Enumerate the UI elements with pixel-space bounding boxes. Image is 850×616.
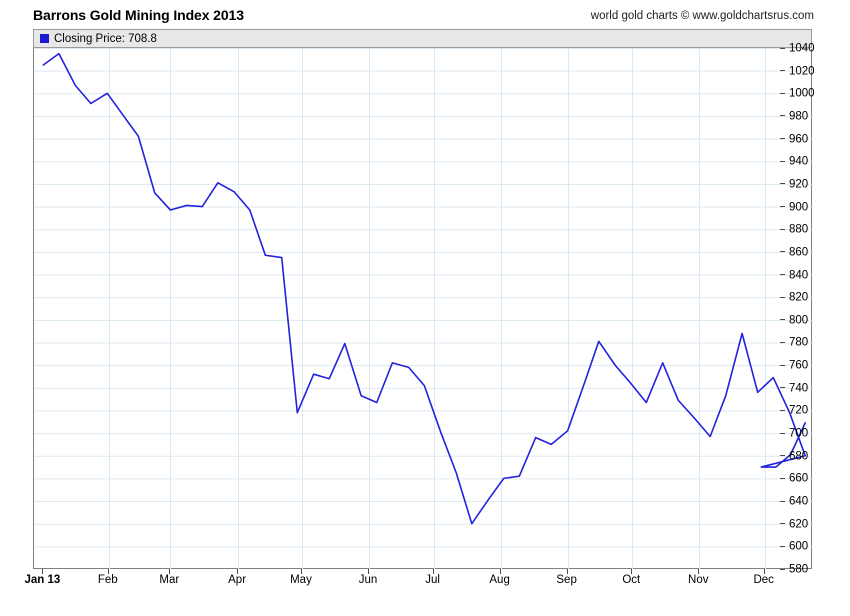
- x-axis-tick-mark: [368, 569, 369, 574]
- x-axis-tick-label: May: [290, 574, 312, 586]
- y-axis-tick-label: 660: [789, 472, 809, 485]
- x-axis-tick-label: Sep: [556, 574, 577, 586]
- gridlines: [34, 48, 813, 569]
- y-axis-tick-mark: [780, 500, 785, 502]
- y-axis-tick-label: 600: [789, 540, 809, 553]
- y-axis-tick-label: 860: [789, 246, 809, 259]
- y-axis-tick-label: 640: [789, 495, 809, 508]
- y-axis-tick-label: 840: [789, 269, 809, 282]
- x-axis-tick-mark: [764, 569, 765, 574]
- x-axis-tick-label: Jan 13: [24, 574, 61, 586]
- y-axis-tick-mark: [780, 138, 785, 140]
- y-axis-tick-mark: [780, 409, 785, 411]
- x-axis-tick-mark: [631, 569, 632, 574]
- y-axis-tick-mark: [780, 387, 785, 389]
- y-axis-tick-label: 960: [789, 133, 809, 146]
- y-axis-tick-mark: [780, 364, 785, 366]
- x-axis-tick-mark: [567, 569, 568, 574]
- x-axis-tick-mark: [698, 569, 699, 574]
- y-axis-tick-mark: [780, 341, 785, 343]
- y-axis-tick-label: 700: [789, 427, 809, 440]
- y-axis-tick-mark: [780, 455, 785, 457]
- y-axis-tick-mark: [780, 296, 785, 298]
- y-axis-tick-label: 680: [789, 450, 809, 463]
- y-axis-tick-mark: [780, 183, 785, 185]
- y-axis-tick-mark: [780, 477, 785, 479]
- y-axis-tick-mark: [780, 115, 785, 117]
- y-axis-tick-label: 980: [789, 110, 809, 123]
- y-axis-tick-label: 1040: [789, 42, 815, 55]
- x-axis-tick-label: Jul: [425, 574, 440, 586]
- x-axis-tick-mark: [301, 569, 302, 574]
- legend-color-swatch: [40, 34, 49, 43]
- x-axis-tick-mark: [169, 569, 170, 574]
- x-axis-tick-mark: [108, 569, 109, 574]
- legend[interactable]: Closing Price: 708.8: [33, 29, 812, 48]
- y-axis-tick-label: 760: [789, 359, 809, 372]
- y-axis-tick-mark: [780, 228, 785, 230]
- x-axis-tick-label: Nov: [688, 574, 709, 586]
- x-axis-tick-mark: [433, 569, 434, 574]
- y-axis-tick-label: 920: [789, 178, 809, 191]
- y-axis-tick-label: 720: [789, 404, 809, 417]
- y-axis-tick-label: 780: [789, 336, 809, 349]
- plot-area: [33, 48, 813, 569]
- y-axis-tick-label: 900: [789, 201, 809, 214]
- page-title: Barrons Gold Mining Index 2013: [33, 7, 244, 23]
- x-axis-tick-mark: [237, 569, 238, 574]
- y-axis-tick-label: 800: [789, 314, 809, 327]
- y-axis-tick-label: 940: [789, 155, 809, 168]
- series-closing-price: [42, 52, 807, 525]
- y-axis-tick-mark: [780, 432, 785, 434]
- x-axis-tick-label: Feb: [97, 574, 118, 586]
- legend-label: Closing Price: 708.8: [54, 32, 157, 45]
- y-axis-tick-label: 1000: [789, 87, 815, 100]
- y-axis-tick-mark: [780, 160, 785, 162]
- y-axis-tick-mark: [780, 47, 785, 49]
- y-axis-tick-mark: [780, 319, 785, 321]
- y-axis-tick-label: 740: [789, 382, 809, 395]
- y-axis-tick-mark: [780, 206, 785, 208]
- y-axis-tick-label: 1020: [789, 65, 815, 78]
- y-axis-tick-mark: [780, 545, 785, 547]
- x-axis-tick-label: Jun: [358, 574, 378, 586]
- y-axis-tick-mark: [780, 274, 785, 276]
- y-axis-tick-mark: [780, 92, 785, 94]
- y-axis-tick-mark: [780, 523, 785, 525]
- x-axis-tick-label: Apr: [228, 574, 247, 586]
- x-axis-tick-mark: [500, 569, 501, 574]
- x-axis-tick-label: Oct: [622, 574, 641, 586]
- y-axis-tick-mark: [780, 251, 785, 253]
- y-axis-tick-mark: [780, 568, 785, 570]
- y-axis-tick-label: 880: [789, 223, 809, 236]
- y-axis-tick-mark: [780, 70, 785, 72]
- x-axis-tick-mark: [42, 569, 43, 574]
- y-axis-tick-label: 580: [789, 563, 809, 576]
- x-axis-tick-label: Dec: [753, 574, 774, 586]
- attribution-text: world gold charts © www.goldchartsrus.co…: [590, 10, 814, 22]
- x-axis-tick-label: Mar: [159, 574, 180, 586]
- x-axis-tick-label: Aug: [489, 574, 510, 586]
- y-axis-tick-label: 620: [789, 518, 809, 531]
- y-axis-tick-label: 820: [789, 291, 809, 304]
